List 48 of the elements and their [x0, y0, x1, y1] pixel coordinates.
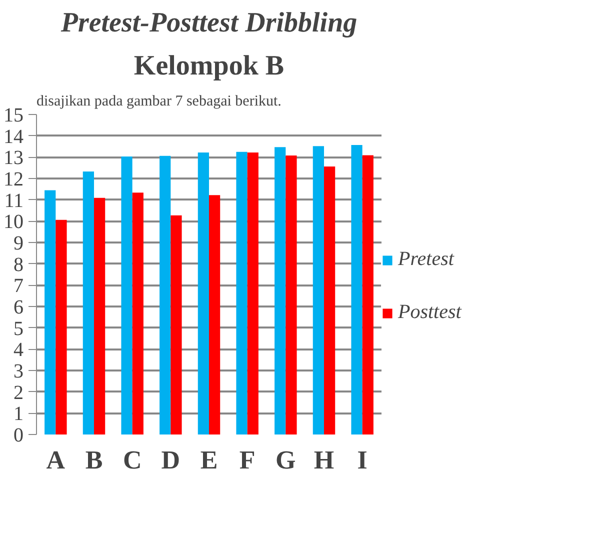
y-tick-label: 1 [14, 403, 24, 426]
x-tick-label: E [200, 446, 218, 474]
y-tick-label: 11 [4, 190, 24, 212]
x-tick-label: G [276, 446, 296, 474]
bar [351, 145, 362, 434]
y-tick-label: 4 [14, 339, 24, 362]
x-tick-label: D [161, 446, 180, 474]
legend-label: Posttest [398, 301, 462, 324]
legend-label: Pretest [398, 248, 454, 271]
x-tick-label: F [239, 446, 256, 474]
bar [209, 195, 220, 434]
bar [44, 190, 56, 434]
y-tick-label: 2 [14, 382, 24, 404]
x-tick-label: A [46, 446, 66, 474]
bar [198, 152, 209, 434]
y-tick-label: 10 [4, 211, 24, 234]
x-tick-label: H [314, 446, 334, 474]
bar [286, 155, 297, 434]
y-tick-label: 12 [4, 168, 24, 190]
bar [132, 192, 144, 434]
bar [312, 146, 324, 434]
bar [82, 171, 94, 434]
bar [324, 166, 336, 434]
y-tick-label: 0 [14, 424, 24, 446]
bar [274, 147, 286, 434]
y-tick-label: 14 [4, 126, 24, 148]
y-tick-label: 5 [14, 318, 24, 340]
bar [247, 152, 258, 434]
x-tick-label: I [357, 446, 368, 474]
bar [94, 198, 106, 434]
bar [170, 215, 182, 434]
x-tick-label: C [122, 446, 142, 474]
bar [236, 152, 248, 434]
y-tick-label: 15 [4, 104, 24, 126]
y-tick-label: 9 [14, 232, 24, 254]
chart-subtitle: Kelompok B [134, 50, 284, 82]
y-tick-label: 3 [14, 360, 24, 382]
y-tick-label: 7 [14, 275, 24, 298]
bar [121, 156, 132, 434]
x-tick-label: B [85, 446, 103, 474]
chart-title: Pretest-Posttest Dribbling [60, 8, 358, 38]
text: disajikan pada gambar 7 sebagai berikut. [36, 94, 282, 110]
y-tick-label: 8 [14, 254, 24, 276]
y-tick-label: 13 [4, 147, 24, 170]
bar [362, 155, 374, 434]
y-tick-label: 6 [14, 296, 24, 318]
bar [160, 156, 171, 434]
bar [56, 220, 67, 434]
